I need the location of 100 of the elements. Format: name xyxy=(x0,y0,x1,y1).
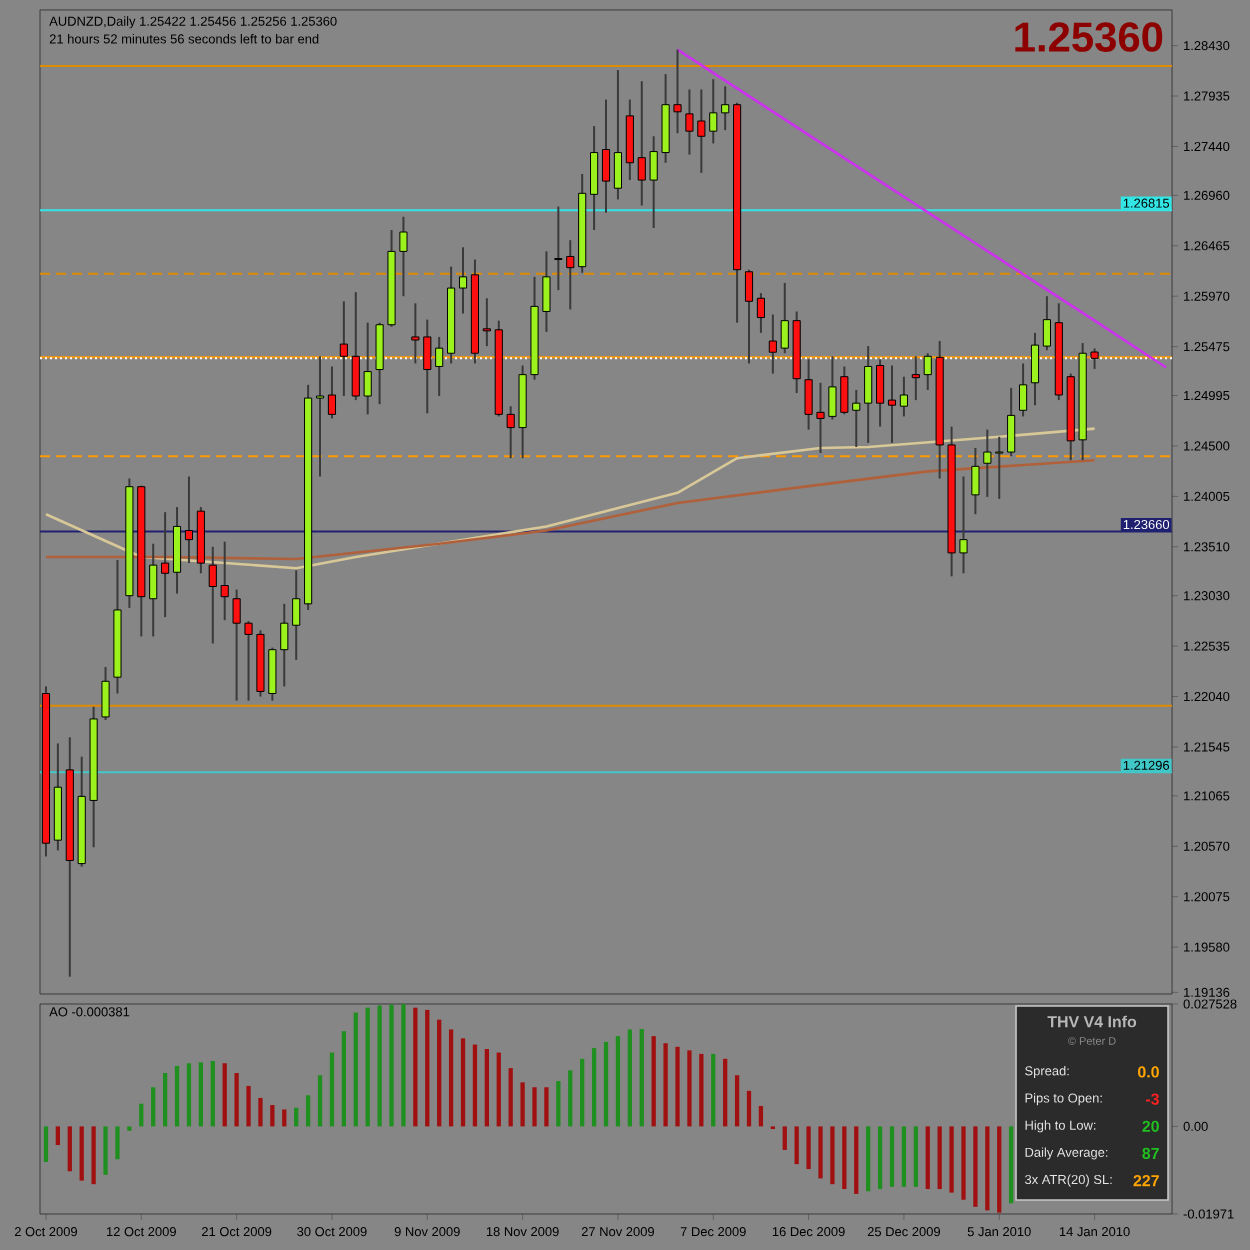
bar xyxy=(365,1007,370,1127)
bar xyxy=(103,1126,108,1175)
bar xyxy=(234,1073,239,1127)
candlestick xyxy=(458,246,468,315)
bar xyxy=(174,1065,180,1127)
candlestick xyxy=(864,345,873,444)
bar xyxy=(139,1103,144,1127)
bar xyxy=(854,1126,859,1194)
bar xyxy=(472,1044,478,1127)
bar xyxy=(997,1126,1002,1213)
bar xyxy=(687,1050,692,1127)
bar xyxy=(794,1126,799,1165)
candlestick xyxy=(590,125,599,231)
bar xyxy=(448,1029,454,1127)
bar xyxy=(484,1049,489,1127)
bar xyxy=(591,1048,597,1127)
bar xyxy=(782,1126,787,1150)
bar xyxy=(353,1012,358,1127)
candlestick xyxy=(744,268,754,365)
bar xyxy=(830,1126,835,1185)
bar xyxy=(198,1062,204,1127)
bar xyxy=(43,1126,49,1162)
bar xyxy=(1009,1126,1014,1204)
bar xyxy=(317,1075,323,1127)
candlestick xyxy=(911,355,920,402)
bar xyxy=(294,1107,299,1127)
bar xyxy=(639,1029,644,1127)
candlestick xyxy=(601,98,611,214)
bar xyxy=(258,1097,263,1127)
bar xyxy=(222,1063,227,1127)
bar xyxy=(699,1053,704,1127)
candlestick xyxy=(315,355,325,478)
candlestick xyxy=(327,365,337,420)
candlestick xyxy=(971,446,980,516)
bar xyxy=(866,1126,871,1192)
candlestick xyxy=(101,666,110,721)
bar xyxy=(389,1004,394,1127)
bar xyxy=(282,1109,287,1127)
bar xyxy=(806,1126,811,1170)
bar xyxy=(79,1126,84,1181)
bar xyxy=(627,1029,632,1127)
bar xyxy=(55,1126,61,1146)
bar xyxy=(377,1005,382,1127)
bar xyxy=(973,1126,978,1207)
bar xyxy=(508,1068,513,1127)
bar xyxy=(67,1126,72,1172)
candlestick xyxy=(876,358,885,428)
candlestick xyxy=(172,506,182,595)
bar xyxy=(758,1105,764,1127)
bar xyxy=(818,1126,823,1179)
candlestick xyxy=(1007,386,1016,458)
bar xyxy=(305,1095,311,1127)
line-series xyxy=(44,458,1096,561)
bar xyxy=(496,1052,501,1127)
bar xyxy=(877,1126,883,1190)
bar xyxy=(437,1019,442,1127)
candlestick xyxy=(1042,295,1051,352)
candlestick xyxy=(887,364,897,444)
line-series xyxy=(44,427,1096,570)
bar xyxy=(746,1090,752,1127)
bar xyxy=(913,1126,918,1187)
bar xyxy=(651,1036,656,1127)
bar xyxy=(270,1105,275,1127)
candlestick xyxy=(161,511,170,619)
bar xyxy=(425,1009,430,1127)
candlestick xyxy=(625,98,634,182)
bar xyxy=(246,1085,251,1127)
candlestick xyxy=(399,215,408,298)
bar xyxy=(842,1126,847,1190)
candlestick xyxy=(899,375,908,418)
bar xyxy=(723,1058,728,1127)
bar xyxy=(556,1081,561,1127)
bar xyxy=(568,1070,573,1127)
bar xyxy=(937,1126,942,1190)
bar xyxy=(949,1126,954,1193)
candlestick xyxy=(1030,331,1040,407)
bar xyxy=(401,1004,406,1127)
candlestick xyxy=(482,297,491,348)
bar xyxy=(341,1031,347,1127)
bar xyxy=(603,1041,609,1127)
bar xyxy=(711,1053,716,1127)
bar xyxy=(615,1036,621,1127)
bar xyxy=(460,1038,466,1127)
bar xyxy=(961,1126,966,1200)
bar xyxy=(162,1073,168,1127)
candlestick xyxy=(756,292,765,334)
bar xyxy=(544,1087,549,1127)
bar xyxy=(151,1087,156,1127)
candlestick xyxy=(339,300,348,398)
bar xyxy=(329,1052,335,1127)
bar xyxy=(675,1046,680,1127)
bar xyxy=(663,1043,668,1127)
bar xyxy=(186,1063,192,1127)
bar xyxy=(580,1058,585,1127)
candlestick xyxy=(768,313,777,375)
bar xyxy=(901,1126,907,1187)
bar xyxy=(115,1126,120,1160)
bar xyxy=(91,1126,96,1185)
bar xyxy=(925,1126,930,1190)
candlestick xyxy=(184,475,194,565)
